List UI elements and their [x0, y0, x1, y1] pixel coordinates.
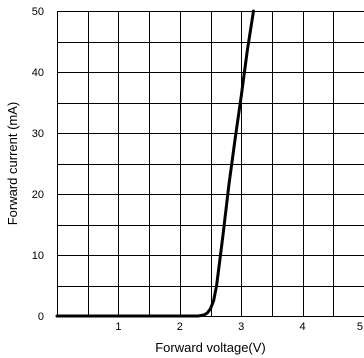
x-tick-label-5: 5	[357, 321, 363, 333]
y-tick-label-20: 20	[32, 189, 44, 201]
series-line-0	[55, 9, 255, 318]
series-group	[55, 9, 255, 318]
grid-lines	[57, 11, 364, 317]
y-axis-label: Forward current (mA)	[5, 102, 20, 226]
y-tick-label-50: 50	[32, 6, 44, 18]
x-tick-label-3: 3	[238, 321, 244, 333]
y-tick-label-40: 40	[32, 67, 44, 79]
x-tick-label-2: 2	[177, 321, 183, 333]
x-axis-label: Forward voltage(V)	[155, 340, 266, 355]
x-tick-label-1: 1	[115, 321, 121, 333]
x-tick-label-4: 4	[300, 321, 306, 333]
y-tick-labels: 0 10 20 30 40 50	[32, 6, 44, 323]
x-tick-labels: 1 2 3 4 5	[115, 321, 363, 333]
y-tick-label-10: 10	[32, 250, 44, 262]
y-tick-label-0: 0	[38, 311, 44, 323]
y-tick-label-30: 30	[32, 128, 44, 140]
